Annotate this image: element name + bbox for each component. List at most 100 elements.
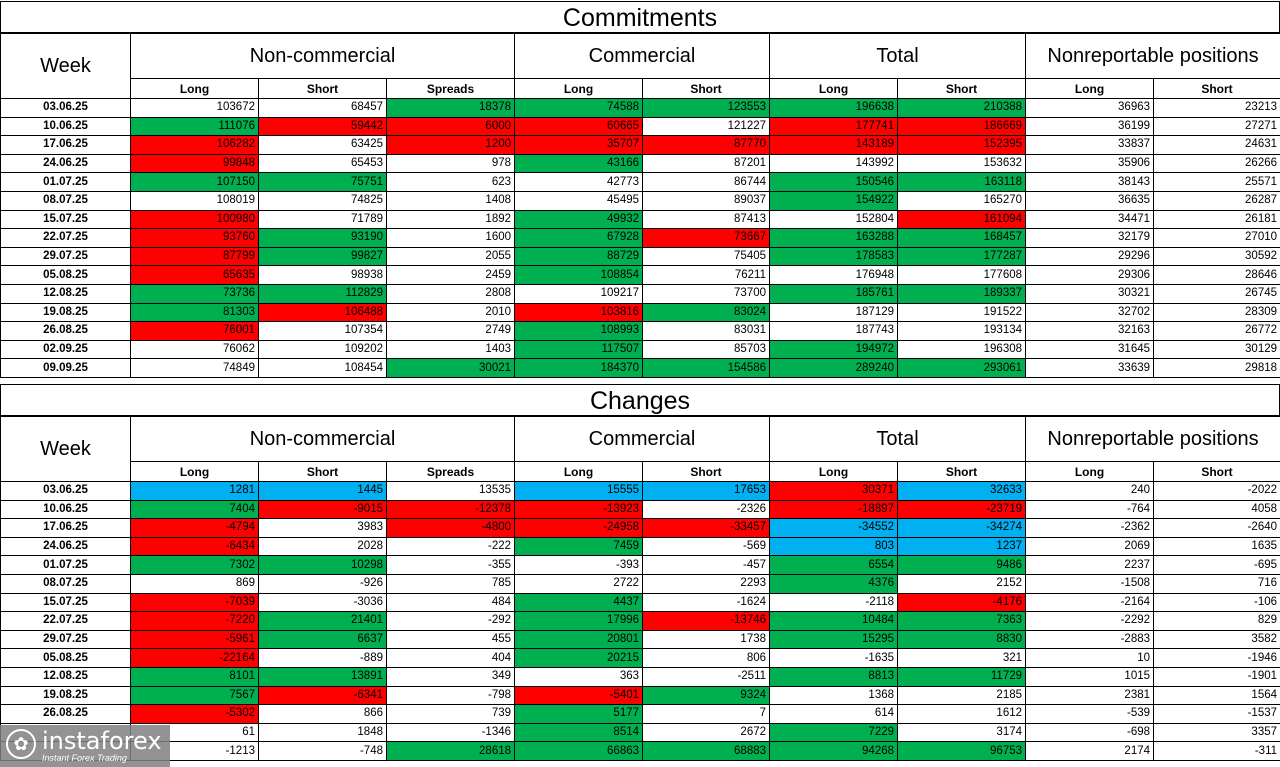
value-cell: -311 [1153,741,1280,761]
value-cell: -393 [514,555,644,575]
total-header: Total [769,33,1027,79]
table-row: 19.08.25 81303 106488 2010 103816 83024 187129… [0,302,1280,323]
value-cell: 60665 [514,116,644,137]
value-cell: 186669 [897,116,1027,137]
value-cell: 32702 [1025,302,1155,323]
value-cell: -34552 [769,518,899,538]
subheader-spreads: Spreads [385,78,516,99]
value-cell: 59442 [258,116,387,137]
week-cell: 26.08.25 [0,321,131,341]
value-cell: 1281 [130,481,259,501]
value-cell: 15295 [769,629,899,650]
value-cell: -457 [642,555,771,575]
value-cell: 106488 [258,302,387,323]
changes-title: Changes [0,384,1280,416]
value-cell: 75751 [258,172,387,192]
value-cell: 4376 [769,573,899,594]
value-cell: 785 [385,573,516,594]
value-cell: 623 [385,172,516,192]
value-cell: -7039 [130,592,259,613]
value-cell: -292 [385,611,516,631]
value-cell: 240 [1025,481,1155,501]
value-cell: -18897 [769,499,899,520]
value-cell: 76062 [130,339,259,360]
value-cell: 73700 [642,283,771,304]
value-cell: 109217 [514,283,644,304]
value-cell: 76211 [642,265,771,285]
value-cell: 109202 [258,339,387,360]
value-cell: 111076 [130,116,259,137]
value-cell: 1445 [258,481,387,501]
value-cell: 71789 [258,209,387,230]
value-cell: -5401 [514,685,644,706]
value-cell: 2749 [385,321,516,341]
value-cell: 8813 [769,666,899,687]
value-cell: 27010 [1153,228,1280,248]
value-cell: -2362 [1025,518,1155,538]
value-cell: 176948 [769,265,899,285]
value-cell: 803 [769,536,899,557]
value-cell: 5177 [514,704,644,724]
value-cell: 2069 [1025,536,1155,557]
value-cell: -2883 [1025,629,1155,650]
value-cell: 185761 [769,283,899,304]
value-cell: 18378 [385,98,516,118]
week-cell: 15.07.25 [0,209,131,230]
value-cell: 108993 [514,321,644,341]
table-row: 10.06.25 111076 59442 6000 60665 121227 177741… [0,116,1280,137]
value-cell: 66863 [514,741,644,761]
table-row: 03.06.25 1281 1445 13535 15555 17653 30371 3263… [0,481,1280,501]
value-cell: 20801 [514,629,644,650]
value-cell: 7567 [130,685,259,706]
value-cell: 7302 [130,555,259,575]
value-cell: 7404 [130,499,259,520]
value-cell: 163288 [769,228,899,248]
value-cell: -2326 [642,499,771,520]
value-cell: 153632 [897,153,1027,174]
value-cell: 17653 [642,481,771,501]
value-cell: 83024 [642,302,771,323]
value-cell: 27271 [1153,116,1280,137]
instaforex-logo-icon: ✿ [6,729,36,759]
value-cell: 30371 [769,481,899,501]
value-cell: 7363 [897,611,1027,631]
value-cell: -222 [385,536,516,557]
value-cell: -1946 [1153,648,1280,668]
table-row: 05.08.25 -22164 -889 404 20215 806 -1635 321 10-… [0,648,1280,668]
value-cell: -748 [258,741,387,761]
week-cell: 02.09.25 [0,339,131,360]
value-cell: 168457 [897,228,1027,248]
value-cell: 31645 [1025,339,1155,360]
value-cell: -2292 [1025,611,1155,631]
value-cell: 108454 [258,358,387,378]
value-cell: 163118 [897,172,1027,192]
value-cell: 184370 [514,358,644,378]
value-cell: 76001 [130,321,259,341]
value-cell: 32179 [1025,228,1155,248]
value-cell: 112829 [258,283,387,304]
value-cell: 866 [258,704,387,724]
value-cell: 74588 [514,98,644,118]
value-cell: -926 [258,573,387,594]
value-cell: -1624 [642,592,771,613]
value-cell: -569 [642,536,771,557]
value-cell: 87413 [642,209,771,230]
subheader-short: Short [258,461,387,482]
value-cell: 13891 [258,666,387,687]
value-cell: 7 [642,704,771,724]
week-cell: 09.09.25 [0,358,131,378]
value-cell: 42773 [514,172,644,192]
value-cell: 30021 [385,358,516,378]
value-cell: 154586 [642,358,771,378]
value-cell: 1368 [769,685,899,706]
week-cell: 12.08.25 [0,283,131,304]
value-cell: 26745 [1153,283,1280,304]
table-row: 26.08.25 76001 107354 2749 108993 83031 187743… [0,321,1280,341]
value-cell: 177287 [897,246,1027,267]
value-cell: 1403 [385,339,516,360]
value-cell: 193134 [897,321,1027,341]
value-cell: 35707 [514,135,644,155]
subheader-short: Short [897,461,1027,482]
subheader-short: Short [1153,78,1280,99]
value-cell: 1015 [1025,666,1155,687]
